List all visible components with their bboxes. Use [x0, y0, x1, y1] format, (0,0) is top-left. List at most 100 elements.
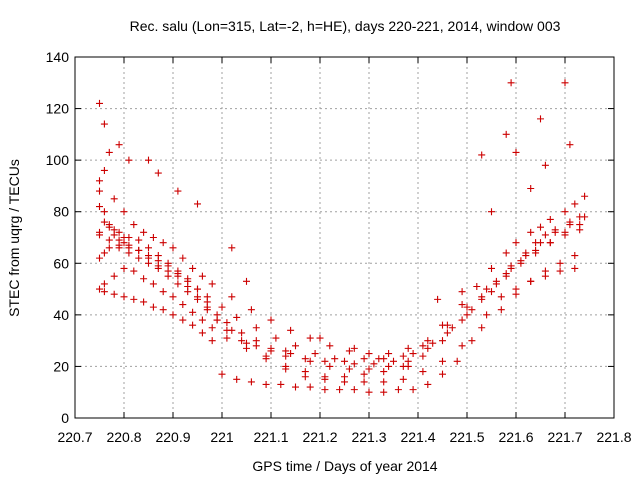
data-point	[350, 360, 358, 368]
data-point	[233, 375, 241, 383]
data-point	[96, 285, 103, 293]
data-point	[267, 316, 275, 324]
data-point	[468, 306, 476, 314]
data-point	[453, 357, 461, 365]
data-point	[326, 362, 334, 370]
y-tick-label: 60	[53, 255, 69, 271]
data-point	[566, 141, 574, 149]
data-point	[100, 208, 108, 216]
data-point	[375, 355, 383, 363]
data-point	[267, 347, 275, 355]
data-point	[243, 277, 250, 285]
data-point	[228, 244, 236, 252]
data-point	[110, 272, 118, 280]
x-axis-label: GPS time / Days of year 2014	[252, 458, 437, 474]
data-point	[488, 288, 495, 296]
data-point	[473, 282, 481, 290]
y-tick-labels: 0 20 40 60 80 100 120 140	[46, 49, 70, 426]
data-point	[105, 223, 113, 231]
data-point	[96, 231, 103, 239]
data-point	[492, 280, 500, 288]
data-point	[145, 156, 152, 164]
data-point	[194, 200, 201, 208]
data-point	[169, 293, 177, 301]
data-point	[546, 239, 554, 247]
y-tick-label: 120	[46, 101, 70, 117]
data-point	[96, 203, 103, 211]
data-point	[434, 295, 442, 303]
plot-frame	[74, 56, 615, 419]
data-point	[130, 295, 138, 303]
data-point	[532, 249, 540, 257]
data-point	[399, 375, 407, 383]
data-point	[439, 337, 446, 345]
data-point	[463, 311, 471, 319]
x-tick-label: 221.2	[302, 429, 337, 445]
data-point	[292, 383, 299, 391]
data-point	[424, 380, 432, 388]
data-point	[96, 254, 103, 262]
data-point	[198, 329, 206, 337]
data-point	[169, 244, 177, 252]
data-point	[149, 303, 157, 311]
data-point	[174, 187, 182, 195]
data-point	[208, 324, 216, 332]
data-point	[424, 337, 432, 345]
data-point	[149, 280, 157, 288]
data-point	[306, 357, 314, 365]
data-point	[360, 370, 368, 378]
data-point	[380, 368, 388, 376]
data-point	[566, 221, 574, 229]
data-point	[512, 239, 520, 247]
data-point	[478, 295, 486, 303]
x-tick-label: 221	[210, 429, 234, 445]
data-point	[404, 362, 412, 370]
data-point	[458, 301, 466, 309]
data-point	[551, 228, 559, 236]
data-point	[345, 347, 353, 355]
data-point	[159, 239, 167, 247]
data-point	[120, 239, 128, 247]
data-point	[110, 195, 118, 203]
data-point	[502, 130, 510, 138]
data-point	[301, 355, 309, 363]
data-point	[100, 280, 108, 288]
data-point	[321, 386, 329, 394]
data-point	[159, 306, 167, 314]
data-point	[571, 252, 579, 260]
data-point	[238, 337, 246, 345]
data-point	[326, 342, 334, 350]
data-point	[380, 378, 388, 386]
x-tick-label: 220.9	[155, 429, 190, 445]
data-point	[145, 244, 152, 252]
data-point	[365, 388, 373, 396]
data-point	[321, 375, 329, 383]
data-point	[203, 293, 211, 301]
data-point	[350, 386, 358, 394]
y-tick-label: 0	[61, 410, 69, 426]
data-point	[282, 365, 290, 373]
data-point	[316, 334, 324, 342]
data-point	[228, 293, 236, 301]
data-point	[208, 280, 216, 288]
data-point	[120, 208, 128, 216]
data-point	[571, 200, 579, 208]
data-point	[218, 370, 226, 378]
data-point	[306, 334, 314, 342]
data-points	[96, 79, 589, 396]
data-point	[189, 308, 197, 316]
data-point	[507, 264, 515, 272]
x-tick-label: 221.7	[547, 429, 582, 445]
x-tick-label: 221.6	[498, 429, 533, 445]
data-point	[130, 221, 138, 229]
x-tick-label: 220.7	[57, 429, 92, 445]
y-tick-label: 140	[46, 49, 70, 65]
data-point	[350, 344, 358, 352]
grid-lines	[75, 57, 614, 418]
data-point	[233, 313, 241, 321]
data-point	[341, 378, 348, 386]
data-point	[115, 241, 123, 249]
data-point	[287, 326, 295, 334]
data-point	[154, 264, 162, 272]
